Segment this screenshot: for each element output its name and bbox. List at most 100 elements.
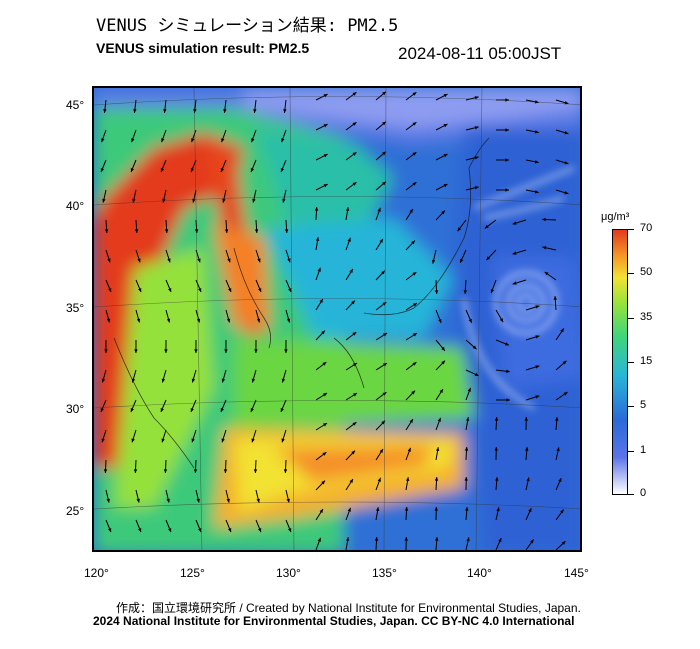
wind-arrow: [285, 279, 292, 293]
wind-vectors: [100, 91, 569, 550]
colorbar-tick: [628, 273, 634, 274]
wind-arrow: [255, 489, 260, 503]
wind-arrow: [405, 91, 417, 101]
wind-arrow: [525, 365, 540, 371]
wind-arrow: [524, 416, 528, 431]
wind-arrow: [135, 519, 142, 533]
wind-arrow: [281, 429, 287, 443]
wind-arrow: [464, 476, 468, 491]
wind-arrow: [345, 537, 350, 550]
wind-arrow: [282, 189, 287, 203]
wind-arrow: [315, 422, 328, 431]
wind-arrow: [134, 219, 139, 234]
wind-arrow: [375, 238, 384, 251]
wind-arrow: [105, 489, 110, 503]
wind-arrow: [555, 477, 562, 491]
wind-arrow: [345, 362, 358, 371]
colorbar-tick: [628, 229, 634, 230]
wind-arrow: [195, 279, 202, 293]
wind-arrow: [135, 309, 141, 323]
wind-arrow: [435, 388, 444, 401]
wind-arrow: [431, 249, 437, 264]
wind-arrow: [131, 369, 137, 383]
wind-arrow: [555, 360, 567, 371]
wind-arrow: [555, 129, 569, 135]
wind-arrow: [405, 271, 417, 281]
wind-arrow: [225, 309, 231, 323]
wind-arrow: [315, 237, 320, 251]
wind-arrow: [374, 536, 379, 550]
wind-arrow: [315, 508, 324, 521]
wind-arrow: [345, 121, 357, 131]
colorbar-label-0: 0: [640, 487, 647, 499]
wind-arrow: [495, 537, 502, 550]
wind-arrow: [161, 369, 167, 383]
wind-arrow: [134, 339, 138, 354]
colorbar-tick: [628, 318, 634, 319]
wind-arrow: [103, 99, 107, 113]
wind-arrow: [255, 309, 261, 323]
wind-arrow: [165, 279, 172, 293]
wind-arrow: [405, 121, 417, 131]
wind-arrow: [285, 309, 291, 323]
wind-arrow: [283, 459, 288, 474]
wind-arrow: [315, 392, 328, 401]
wind-arrow: [224, 339, 228, 354]
wind-arrow: [225, 519, 232, 533]
wind-arrow: [254, 339, 258, 354]
wind-arrow: [135, 249, 141, 263]
wind-arrow: [465, 387, 471, 401]
wind-arrow: [525, 395, 540, 401]
wind-arrow: [555, 159, 569, 165]
wind-arrow: [286, 549, 287, 550]
wind-arrow: [314, 206, 319, 221]
wind-arrow: [315, 123, 328, 131]
wind-arrow: [250, 399, 257, 413]
wind-arrow: [315, 183, 328, 191]
wind-arrow: [166, 549, 167, 550]
wind-arrow: [105, 519, 112, 533]
wind-arrow: [345, 181, 357, 191]
wind-arrow: [253, 459, 258, 474]
wind-arrow: [484, 219, 497, 229]
graticule: [94, 88, 580, 550]
wind-arrow: [434, 506, 438, 521]
colorbar-tick: [628, 451, 634, 452]
wind-arrow: [345, 507, 351, 521]
wind-arrow: [100, 159, 107, 173]
wind-arrow: [553, 295, 558, 311]
wind-arrow: [512, 249, 527, 255]
wind-arrow: [315, 153, 328, 161]
wind-arrow: [191, 369, 197, 383]
wind-arrow: [284, 219, 289, 234]
wind-arrow: [375, 420, 386, 431]
wind-arrow: [195, 489, 200, 503]
wind-arrow: [490, 279, 497, 294]
wind-arrow: [525, 335, 540, 341]
colorbar-tick: [628, 406, 634, 407]
wind-arrow: [165, 249, 171, 263]
wind-arrow: [404, 506, 409, 521]
wind-arrow: [285, 519, 292, 533]
wind-arrow: [163, 99, 167, 113]
wind-arrow: [405, 208, 414, 221]
wind-arrow: [405, 151, 417, 161]
credit-line: 作成：国立環境研究所 / Created by National Institu…: [116, 601, 581, 615]
wind-arrow: [220, 159, 227, 173]
wind-arrow: [315, 451, 327, 461]
wind-arrow: [194, 339, 198, 354]
wind-arrow: [434, 476, 439, 491]
wind-arrow: [525, 507, 532, 521]
lon-label-125: 125°: [180, 566, 205, 580]
wind-arrow: [285, 249, 291, 263]
wind-arrow: [130, 159, 137, 173]
wind-arrow: [555, 391, 568, 401]
wind-arrow: [345, 237, 351, 251]
wind-arrow: [103, 459, 108, 474]
wind-arrow: [105, 279, 112, 293]
wind-arrow: [345, 268, 354, 281]
wind-arrow: [405, 477, 410, 491]
wind-arrow: [131, 129, 137, 143]
wind-arrow: [253, 99, 257, 113]
wind-arrow: [405, 390, 416, 401]
